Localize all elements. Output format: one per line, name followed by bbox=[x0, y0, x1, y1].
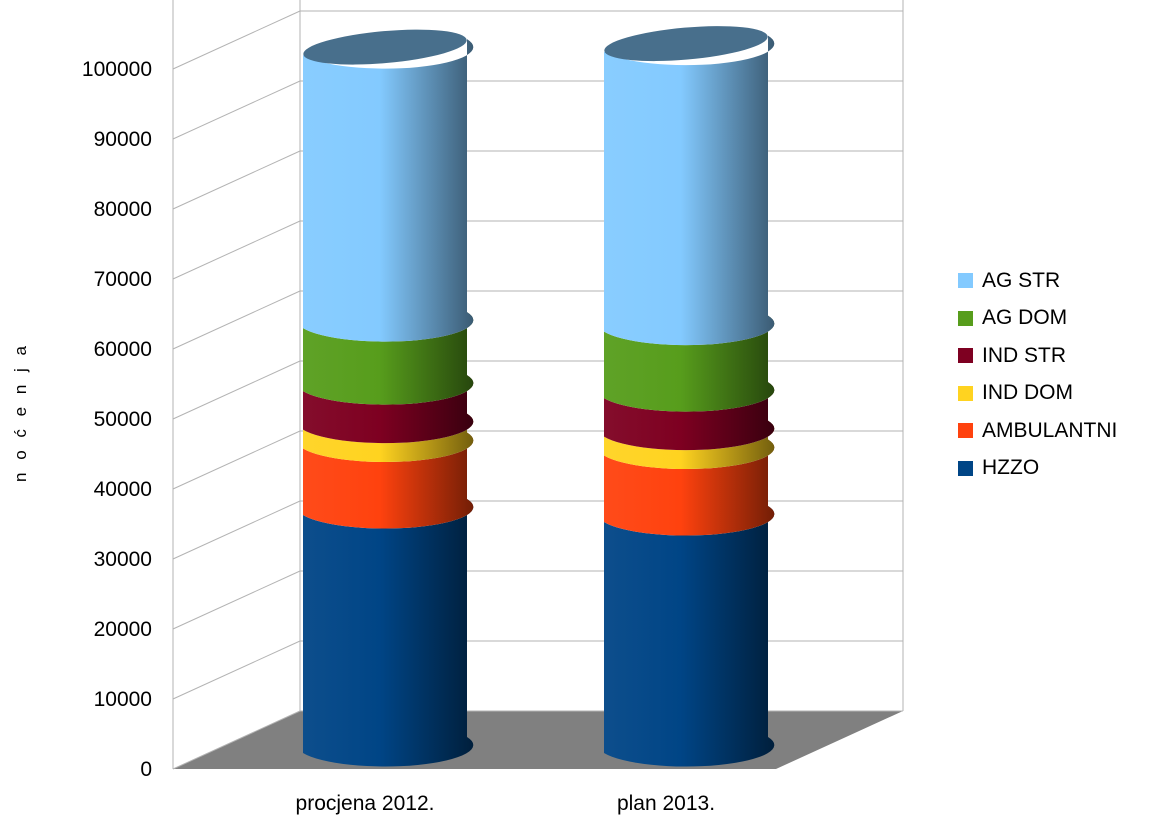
legend-swatch bbox=[958, 423, 973, 439]
gridline-side bbox=[172, 10, 301, 70]
y-tick-label: 100000 bbox=[82, 58, 152, 81]
y-tick-label: 60000 bbox=[94, 338, 152, 361]
legend-item: AG DOM bbox=[958, 300, 1117, 338]
bar-ag-str-1 bbox=[303, 39, 474, 342]
gridline-side bbox=[172, 80, 301, 140]
legend-item: IND DOM bbox=[958, 375, 1117, 413]
bars bbox=[303, 26, 775, 767]
gridline-side bbox=[172, 500, 301, 560]
y-tick-label: 70000 bbox=[94, 268, 152, 291]
legend-label: HZZO bbox=[982, 456, 1040, 480]
legend-label: AG STR bbox=[982, 268, 1061, 292]
y-tick-label: 40000 bbox=[94, 478, 152, 501]
bar-ag-str-2 bbox=[604, 35, 775, 346]
legend-item: AG STR bbox=[958, 262, 1117, 300]
x-category-label: procjena 2012. bbox=[296, 792, 435, 815]
gridline-side bbox=[172, 430, 301, 490]
y-tick-label: 0 bbox=[140, 758, 152, 781]
bar-ind-str-1 bbox=[303, 375, 474, 444]
bar-top-cap bbox=[303, 29, 467, 65]
legend-swatch bbox=[958, 460, 973, 476]
gridline-side bbox=[172, 290, 301, 350]
legend-item: IND STR bbox=[958, 337, 1117, 375]
y-tick-label: 10000 bbox=[94, 688, 152, 711]
y-tick-label: 90000 bbox=[94, 128, 152, 151]
chart-floor bbox=[173, 711, 903, 769]
bar-top-cap bbox=[604, 26, 768, 62]
legend-label: AMBULANTNI bbox=[982, 418, 1118, 442]
bar-ind-dom-2 bbox=[604, 420, 775, 470]
y-axis-ticks: 0 10000 20000 30000 40000 50000 60000 70000 8000… bbox=[82, 58, 152, 781]
legend-label: IND STR bbox=[982, 343, 1066, 367]
bar-hzzo-2 bbox=[604, 506, 775, 767]
bar-ambulantni-2 bbox=[604, 439, 775, 536]
gridline-side bbox=[172, 570, 301, 630]
gridline-side bbox=[172, 360, 301, 420]
bar-hzzo-1 bbox=[303, 499, 474, 767]
legend-item: HZZO bbox=[958, 450, 1117, 488]
legend-item: AMBULANTNI bbox=[958, 412, 1117, 450]
y-tick-label: 80000 bbox=[94, 198, 152, 221]
back-wall-edges bbox=[299, 0, 904, 711]
x-category-label: plan 2013. bbox=[617, 792, 715, 815]
legend: AG STR AG DOM IND STR IND DOM AMBULANTNI HZZO bbox=[958, 262, 1117, 487]
legend-swatch bbox=[958, 348, 973, 364]
legend-label: IND DOM bbox=[982, 381, 1073, 405]
x-axis-labels: procjena 2012. plan 2013. bbox=[296, 792, 716, 815]
y-tick-label: 50000 bbox=[94, 408, 152, 431]
gridline-side bbox=[172, 640, 301, 700]
legend-swatch bbox=[958, 385, 973, 401]
y-tick-label: 20000 bbox=[94, 618, 152, 641]
legend-swatch bbox=[958, 310, 973, 326]
bar-ind-str-2 bbox=[604, 382, 775, 451]
bar-ind-dom-1 bbox=[303, 413, 474, 463]
bar-ag-dom-1 bbox=[303, 312, 474, 405]
bar-ag-dom-2 bbox=[604, 315, 775, 412]
gridlines bbox=[172, 10, 903, 770]
legend-label: AG DOM bbox=[982, 306, 1068, 330]
y-axis-title: n o ć e n j a bbox=[11, 342, 30, 482]
gridline-side bbox=[172, 220, 301, 280]
gridline-side bbox=[172, 710, 301, 770]
gridline-side bbox=[172, 150, 301, 210]
y-tick-label: 30000 bbox=[94, 548, 152, 571]
legend-swatch bbox=[958, 273, 973, 289]
chart-walls bbox=[172, 0, 904, 769]
bar-ambulantni-1 bbox=[303, 432, 474, 529]
